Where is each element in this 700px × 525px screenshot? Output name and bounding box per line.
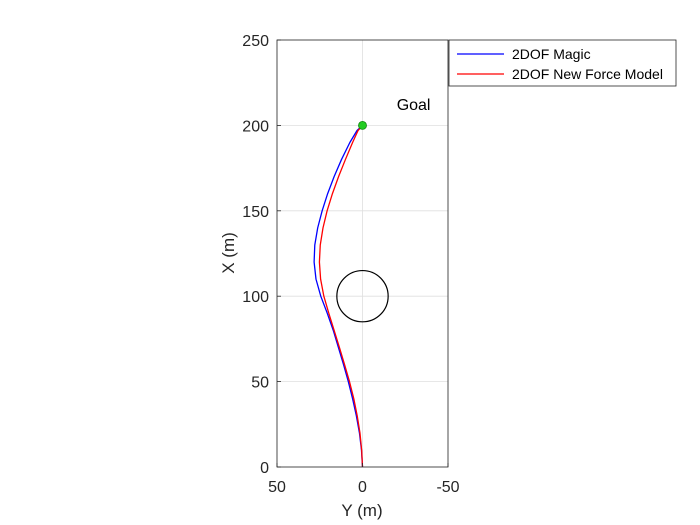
y-tick-label: 200 [242,118,269,135]
series-layer [313,124,364,468]
obstacle-layer [336,269,389,323]
legend: 2DOF Magic 2DOF New Force Model [448,39,677,87]
x-tick-label: -50 [436,479,459,496]
series-line-2 [318,124,364,468]
x-tick-label: 50 [268,479,286,496]
y-axis-label: X (m) [219,232,238,274]
y-tick-label: 250 [242,33,269,50]
legend-label-2: 2DOF New Force Model [512,66,663,82]
tick-marks [276,39,449,468]
legend-box [448,39,677,87]
y-tick-label: 50 [251,375,269,392]
x-tick-labels: 50 0 -50 [268,479,460,496]
y-tick-label: 150 [242,204,269,221]
annotations: Goal [397,97,431,114]
goal-marker [358,121,367,130]
y-tick-label: 0 [260,460,269,477]
marker-layer [358,121,367,130]
obstacle-circle [336,269,389,323]
y-tick-label: 100 [242,289,269,306]
legend-label-1: 2DOF Magic [512,46,591,62]
plot-area [276,39,449,468]
series-line-1 [313,124,364,468]
annotation-goal: Goal [397,97,431,114]
legend-entries: 2DOF Magic 2DOF New Force Model [457,46,663,82]
y-tick-labels: 0 50 100 150 200 250 [242,33,269,477]
x-axis-label: Y (m) [341,501,382,520]
x-tick-label: 0 [358,479,367,496]
